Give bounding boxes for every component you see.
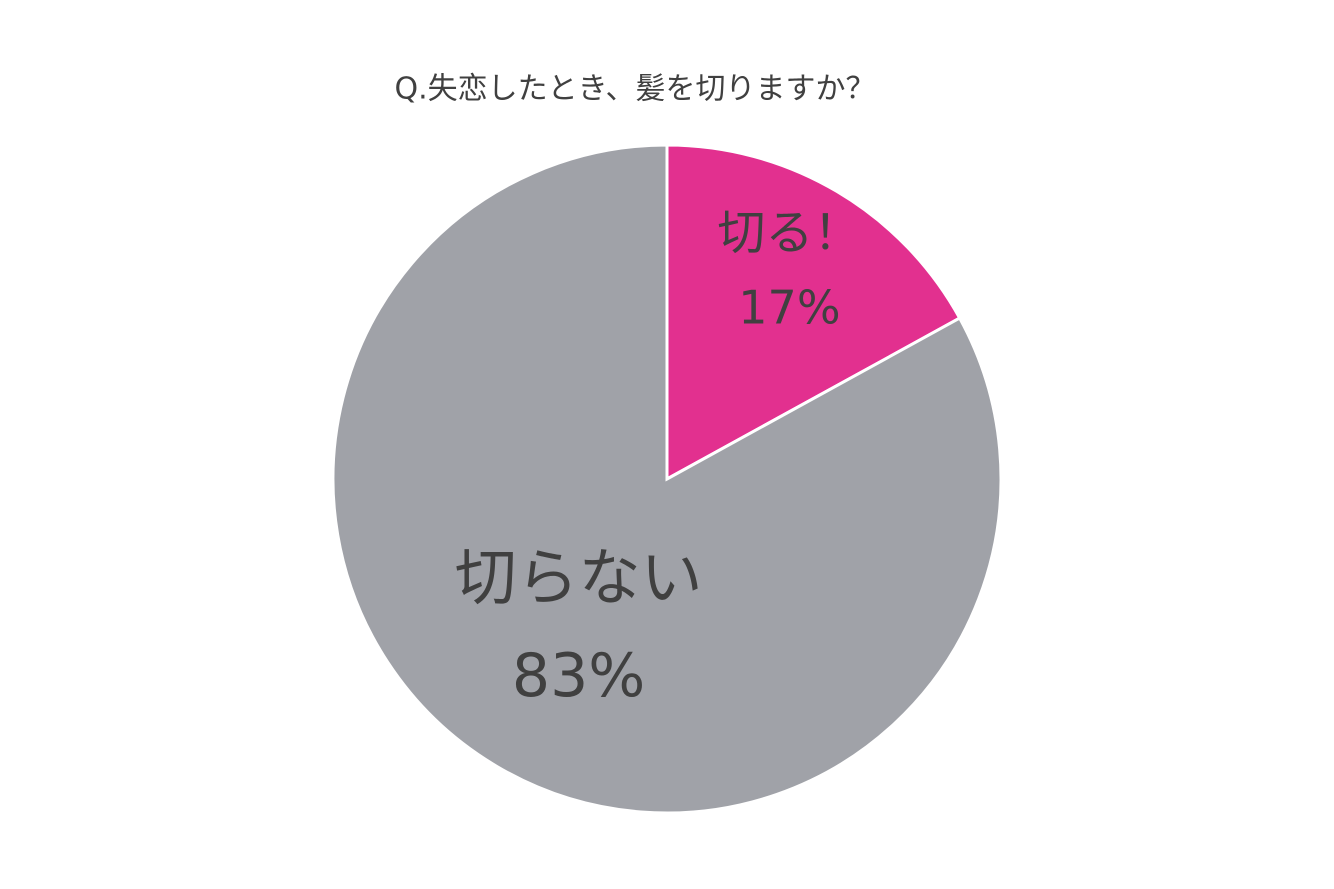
slice-label: 切らない bbox=[455, 541, 703, 614]
slice-label: 切る！ bbox=[717, 205, 861, 261]
pie-slice bbox=[331, 143, 1003, 815]
value-label: 83% bbox=[512, 641, 645, 711]
pie-slice bbox=[665, 143, 962, 482]
chart-title: Q.失恋したとき、髪を切りますか？ bbox=[394, 72, 875, 107]
value-label: 17% bbox=[738, 281, 840, 335]
